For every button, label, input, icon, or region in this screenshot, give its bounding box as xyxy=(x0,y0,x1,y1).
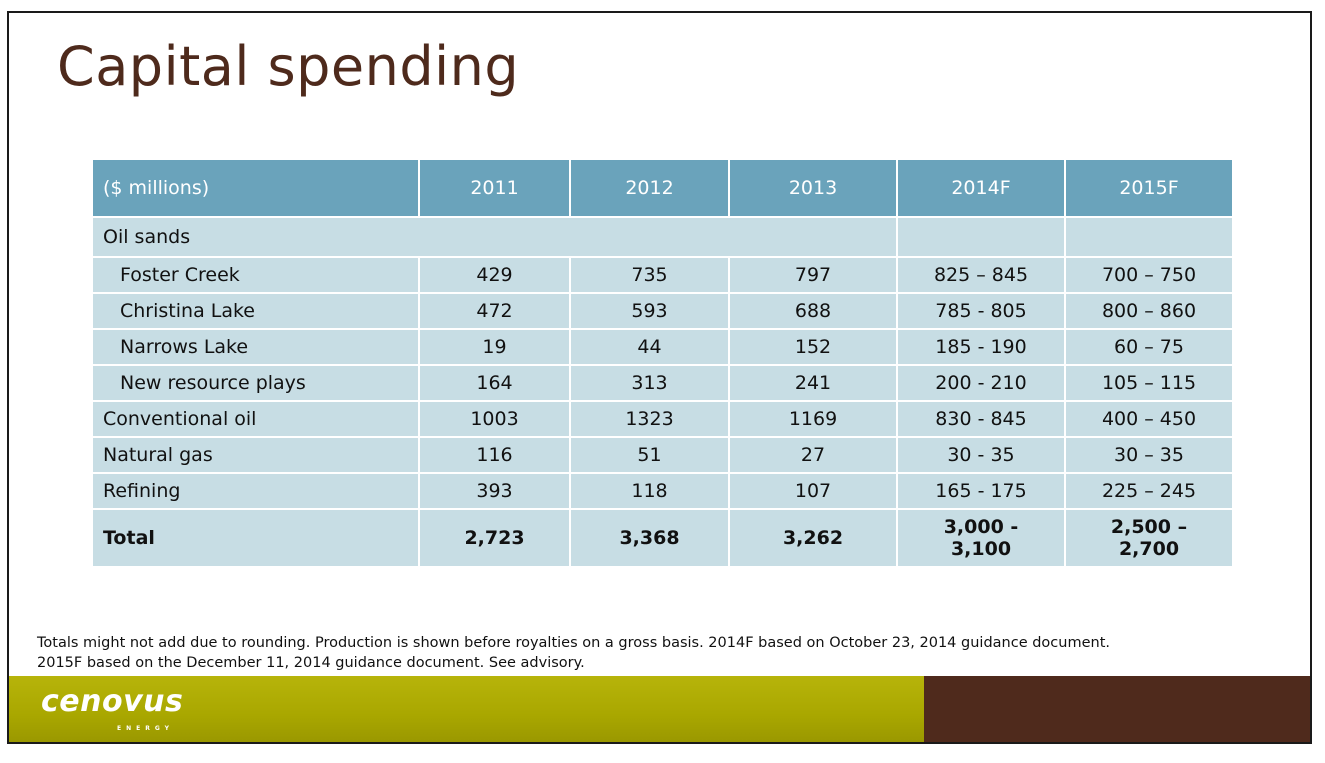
table-cell: 593 xyxy=(569,292,730,330)
footer-brown-panel xyxy=(924,676,1310,742)
row-label: Refining xyxy=(91,472,420,510)
table-cell: 825 – 845 xyxy=(896,256,1066,294)
footer-bar: cenovus ENERGY xyxy=(9,676,1310,742)
total-2015f-line1: 2,500 – xyxy=(1110,516,1188,538)
total-2015f-line2: 2,700 xyxy=(1118,538,1180,560)
table-row: Natural gas 116 51 27 30 - 35 30 – 35 xyxy=(91,436,1234,474)
total-row: Total 2,723 3,368 3,262 3,000 - 3,100 2,… xyxy=(91,508,1234,568)
table-row: Refining 393 118 107 165 - 175 225 – 245 xyxy=(91,472,1234,510)
header-cell-2011: 2011 xyxy=(418,158,571,218)
header-cell-2015f: 2015F xyxy=(1064,158,1234,218)
table-cell xyxy=(1064,216,1234,258)
table-cell: 393 xyxy=(418,472,571,510)
table-cell: 1003 xyxy=(418,400,571,438)
table-cell: 797 xyxy=(728,256,898,294)
table-cell: 735 xyxy=(569,256,730,294)
row-label: Christina Lake xyxy=(91,292,420,330)
table-row: Foster Creek 429 735 797 825 – 845 700 –… xyxy=(91,256,1234,294)
table-cell: 400 – 450 xyxy=(1064,400,1234,438)
row-label: Natural gas xyxy=(91,436,420,474)
table-cell: 700 – 750 xyxy=(1064,256,1234,294)
table-cell: 225 – 245 xyxy=(1064,472,1234,510)
cenovus-logo: cenovus xyxy=(41,684,184,719)
header-cell-units: ($ millions) xyxy=(91,158,420,218)
total-cell-2015f: 2,500 – 2,700 xyxy=(1064,508,1234,568)
table-cell: 44 xyxy=(569,328,730,366)
table-cell: 688 xyxy=(728,292,898,330)
total-label: Total xyxy=(91,508,420,568)
table-cell: 60 – 75 xyxy=(1064,328,1234,366)
table-cell: 185 - 190 xyxy=(896,328,1066,366)
table-cell: 472 xyxy=(418,292,571,330)
table-cell: 200 - 210 xyxy=(896,364,1066,402)
total-2014f-line1: 3,000 - xyxy=(943,516,1019,538)
table-cell: 107 xyxy=(728,472,898,510)
total-cell-2014f: 3,000 - 3,100 xyxy=(896,508,1066,568)
total-cell: 3,368 xyxy=(569,508,730,568)
table-row: Christina Lake 472 593 688 785 - 805 800… xyxy=(91,292,1234,330)
table-cell: 118 xyxy=(569,472,730,510)
table-cell: 1323 xyxy=(569,400,730,438)
table-cell: 800 – 860 xyxy=(1064,292,1234,330)
footnote-line-2: 2015F based on the December 11, 2014 gui… xyxy=(37,655,585,671)
table-cell: 241 xyxy=(728,364,898,402)
header-cell-2014f: 2014F xyxy=(896,158,1066,218)
slide-title: Capital spending xyxy=(57,35,520,98)
table-cell: 1169 xyxy=(728,400,898,438)
table-cell: 51 xyxy=(569,436,730,474)
table-cell: 785 - 805 xyxy=(896,292,1066,330)
section-row-oil-sands: Oil sands xyxy=(91,216,1234,258)
row-label: Conventional oil xyxy=(91,400,420,438)
table-cell: 116 xyxy=(418,436,571,474)
table-cell: 313 xyxy=(569,364,730,402)
row-label: Foster Creek xyxy=(91,256,420,294)
table-cell: 429 xyxy=(418,256,571,294)
table-header-row: ($ millions) 2011 2012 2013 2014F 2015F xyxy=(91,158,1234,218)
section-label: Oil sands xyxy=(91,216,898,258)
table-cell: 165 - 175 xyxy=(896,472,1066,510)
row-label: New resource plays xyxy=(91,364,420,402)
table-row: Conventional oil 1003 1323 1169 830 - 84… xyxy=(91,400,1234,438)
table-row: Narrows Lake 19 44 152 185 - 190 60 – 75 xyxy=(91,328,1234,366)
footnote: Totals might not add due to rounding. Pr… xyxy=(37,633,1297,673)
capital-spending-table: ($ millions) 2011 2012 2013 2014F 2015F … xyxy=(91,158,1234,568)
total-2014f-line2: 3,100 xyxy=(950,538,1012,560)
table-cell xyxy=(896,216,1066,258)
total-cell: 3,262 xyxy=(728,508,898,568)
slide: Capital spending ($ millions) 2011 2012 … xyxy=(7,11,1312,744)
table-cell: 30 - 35 xyxy=(896,436,1066,474)
table-row: New resource plays 164 313 241 200 - 210… xyxy=(91,364,1234,402)
cenovus-logo-tagline: ENERGY xyxy=(117,725,174,732)
table-cell: 164 xyxy=(418,364,571,402)
row-label: Narrows Lake xyxy=(91,328,420,366)
header-cell-2012: 2012 xyxy=(569,158,730,218)
table-cell: 19 xyxy=(418,328,571,366)
header-cell-2013: 2013 xyxy=(728,158,898,218)
table-cell: 152 xyxy=(728,328,898,366)
table-cell: 30 – 35 xyxy=(1064,436,1234,474)
table-cell: 105 – 115 xyxy=(1064,364,1234,402)
table-cell: 27 xyxy=(728,436,898,474)
footer-green-panel: cenovus ENERGY xyxy=(9,676,924,742)
total-cell: 2,723 xyxy=(418,508,571,568)
footnote-line-1: Totals might not add due to rounding. Pr… xyxy=(37,635,1110,651)
table-cell: 830 - 845 xyxy=(896,400,1066,438)
